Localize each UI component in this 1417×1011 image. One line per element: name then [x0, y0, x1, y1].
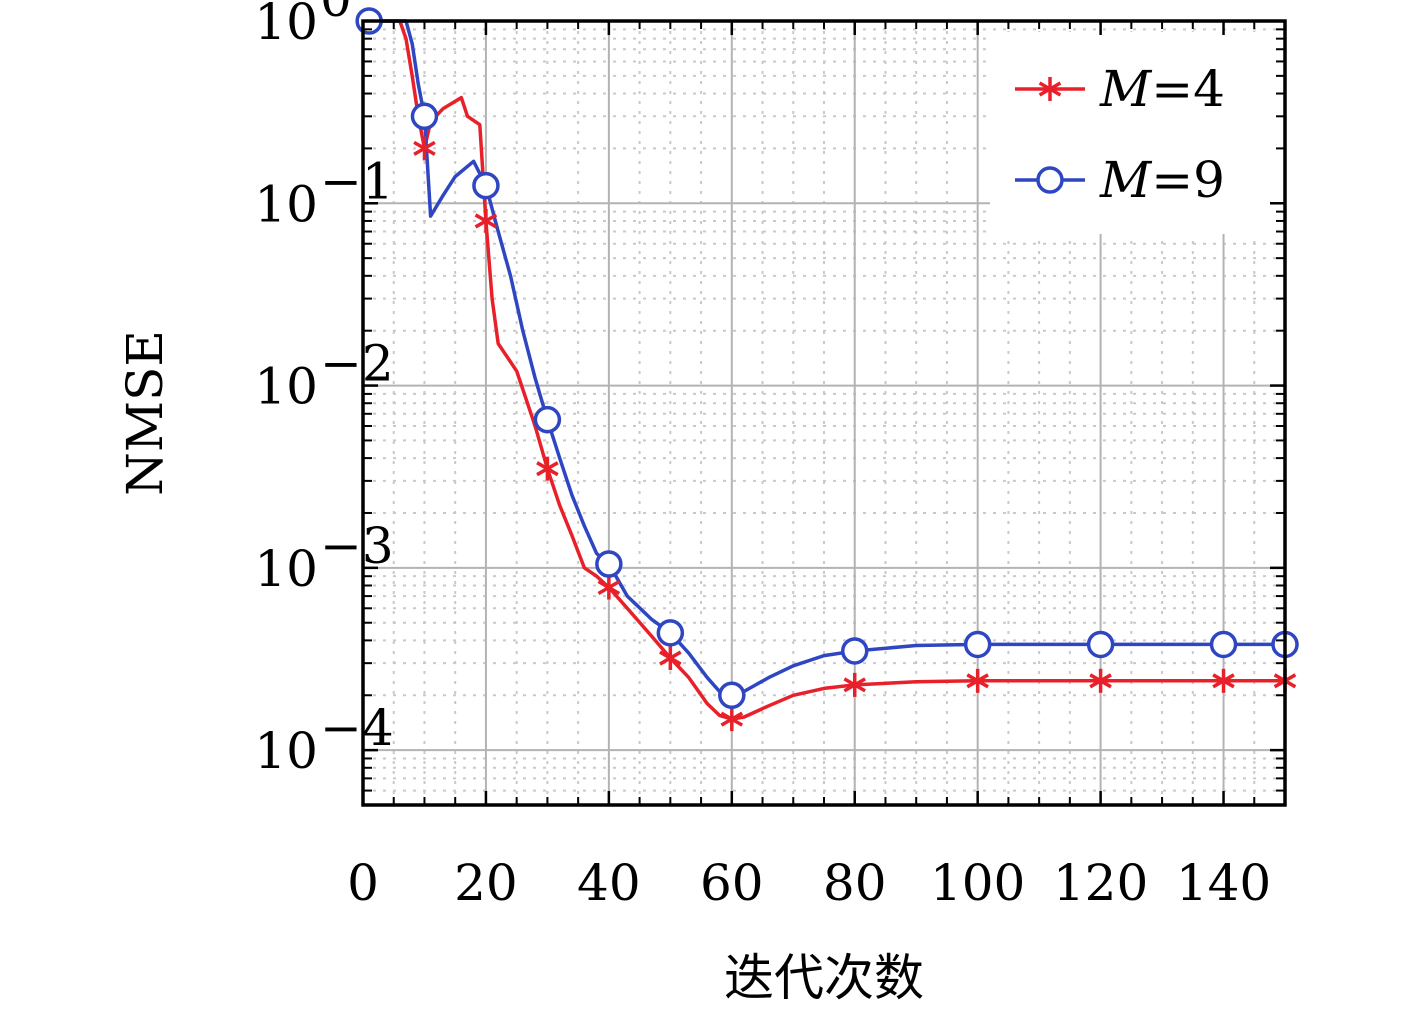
axis-ticks	[361, 19, 1285, 806]
marker-m9	[1209, 630, 1238, 659]
marker-m4-stroke	[720, 711, 744, 727]
x-tick-label: 120	[1053, 854, 1148, 912]
x-tick-labels: 0 20 40 60 80 100 120 140	[347, 854, 1271, 912]
legend-label-m4: M=4	[1099, 60, 1225, 118]
y-tick-base: 10	[254, 722, 318, 780]
x-tick-label: 80	[823, 854, 887, 912]
y-tick-label: 10	[254, 175, 318, 233]
x-tick-label: 40	[577, 854, 641, 912]
marker-m4-stroke	[966, 673, 989, 689]
legend-var-m9: M	[1099, 151, 1153, 209]
marker-m4	[1089, 668, 1112, 693]
y-tick-label: 10	[254, 722, 318, 780]
y-tick-label: 10	[254, 0, 318, 51]
marker-m9	[1086, 630, 1115, 659]
x-tick-label: 20	[454, 854, 518, 912]
legend-rest-m9: =9	[1151, 151, 1225, 209]
marker-m4	[474, 208, 498, 233]
legend: M=4 M=9	[990, 32, 1280, 234]
marker-m4-stroke	[1212, 673, 1235, 689]
y-tick-base: 10	[254, 175, 318, 233]
marker-m9	[840, 637, 869, 665]
y-tick-label: 10	[254, 358, 318, 416]
marker-m4	[1212, 668, 1235, 693]
legend-asterisk-stroke	[1038, 81, 1062, 97]
y-tick-exponent: −2	[320, 335, 394, 393]
marker-m9	[595, 550, 623, 578]
legend-box	[990, 32, 1280, 234]
marker-m9	[656, 619, 685, 647]
marker-m4	[720, 707, 744, 732]
marker-m9	[472, 171, 500, 200]
series-markers	[355, 7, 1299, 732]
marker-m4	[659, 646, 682, 671]
x-axis-label: 迭代次数	[724, 949, 924, 1007]
marker-m4	[597, 575, 621, 600]
marker-m4-stroke	[536, 461, 559, 477]
y-tick-label: 10	[254, 540, 318, 598]
y-tick-base: 10	[254, 540, 318, 598]
y-tick-exponent: −1	[320, 152, 394, 210]
y-tick-base: 10	[254, 358, 318, 416]
marker-m4	[966, 668, 989, 693]
y-axis-label: NMSE	[116, 330, 174, 496]
y-tick-labels: 10010−110−210−310−4	[254, 0, 393, 780]
marker-m4	[536, 456, 559, 481]
marker-m9	[410, 102, 439, 131]
marker-m4	[413, 136, 436, 161]
legend-marker-m9	[1036, 166, 1064, 194]
marker-m4-stroke	[843, 677, 867, 693]
y-tick-exponent: 0	[320, 0, 352, 28]
x-tick-label: 140	[1176, 854, 1271, 912]
legend-marker-m4	[1038, 77, 1062, 101]
marker-m9	[718, 681, 746, 710]
marker-m9	[533, 405, 562, 434]
x-tick-label: 100	[930, 854, 1025, 912]
legend-circle	[1036, 166, 1064, 194]
y-tick-base: 10	[254, 0, 318, 51]
legend-asterisk	[1038, 77, 1062, 101]
marker-m4	[843, 672, 867, 697]
x-tick-label: 60	[700, 854, 764, 912]
marker-m4-stroke	[474, 213, 498, 229]
marker-m9	[963, 630, 992, 659]
series-line-m9	[369, 19, 1285, 698]
marker-m4-stroke	[413, 140, 436, 156]
marker-m4-stroke	[659, 650, 682, 666]
y-tick-exponent: −3	[320, 517, 394, 575]
legend-var-m4: M	[1099, 60, 1153, 118]
y-tick-exponent: −4	[320, 699, 394, 757]
legend-rest-m4: =4	[1151, 60, 1225, 118]
legend-label-m9: M=9	[1099, 151, 1225, 209]
marker-m4-stroke	[597, 579, 621, 596]
x-tick-label: 0	[347, 854, 379, 912]
marker-m4-stroke	[1089, 673, 1112, 689]
